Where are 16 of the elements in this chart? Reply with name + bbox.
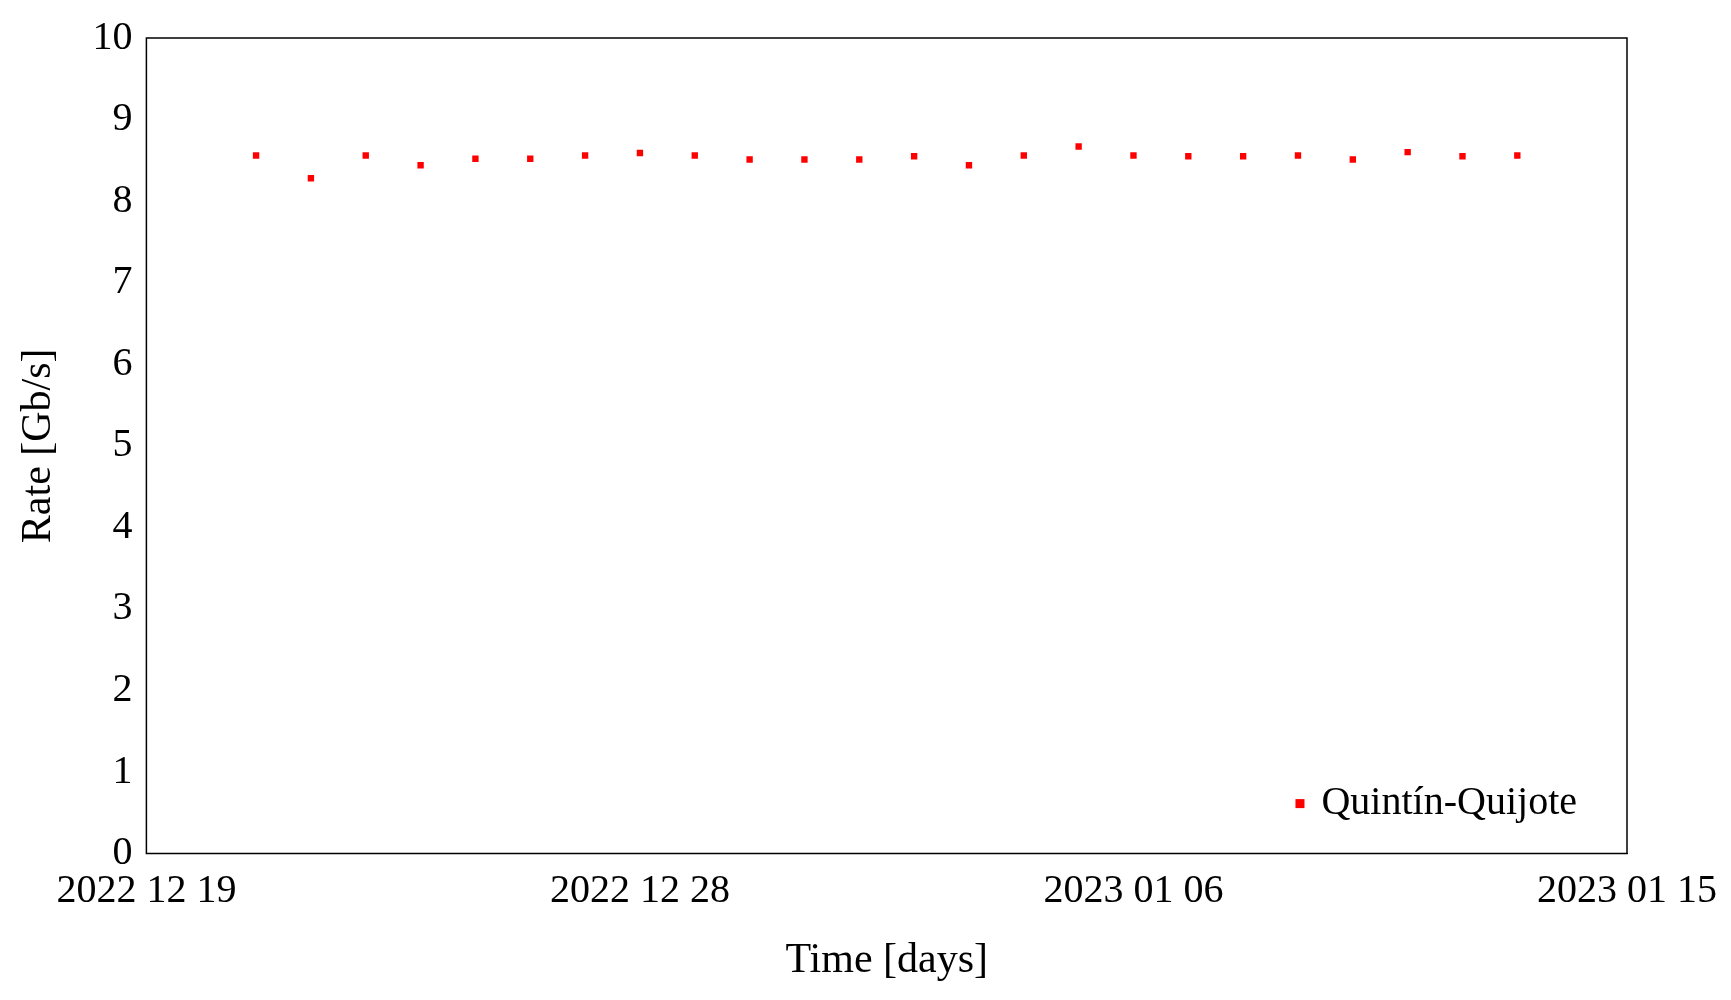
y-tick-label: 10	[92, 12, 133, 58]
x-axis-title: Time [days]	[785, 934, 989, 981]
y-tick-label: 6	[112, 338, 133, 384]
x-tick-label: 2023 01 15	[1537, 866, 1717, 912]
y-axis-title: Rate [Gb/s]	[13, 348, 60, 544]
y-tick-label: 5	[112, 420, 133, 466]
y-tick-label: 7	[112, 257, 133, 303]
y-tick-label: 3	[112, 583, 133, 629]
y-tick-label: 4	[112, 501, 133, 547]
x-tick-label: 2023 01 06	[1043, 866, 1224, 912]
y-tick-label: 2	[112, 664, 133, 710]
y-tick-label: 1	[112, 746, 133, 792]
y-tick-label: 8	[112, 175, 133, 221]
y-tick-label: 9	[112, 94, 133, 140]
x-tick-label: 2022 12 28	[549, 866, 730, 912]
legend-label: Quintín-Quijote	[1321, 778, 1577, 824]
